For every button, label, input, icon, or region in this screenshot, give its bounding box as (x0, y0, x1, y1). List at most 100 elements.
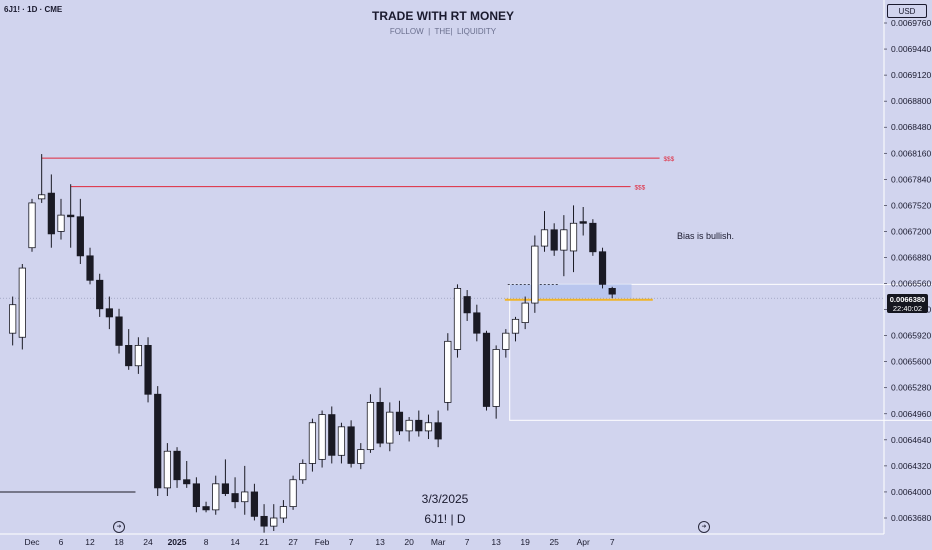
bear-candle (463, 296, 471, 314)
bull-candle (502, 332, 510, 350)
bear-candle (608, 288, 616, 295)
price-tick-label: 0.0066560 (891, 279, 931, 289)
chart-subtitle: FOLLOW | THE| LIQUIDITY (389, 27, 497, 36)
time-tick-label: 7 (610, 537, 615, 547)
bear-candle (96, 279, 104, 310)
bear-candle (202, 506, 210, 511)
bear-candle (434, 422, 442, 440)
price-tick-label: 0.0064960 (891, 409, 931, 419)
scroll-to-date-button-left[interactable]: ➜ (113, 521, 125, 533)
bear-candle (76, 216, 84, 257)
time-tick-label: 13 (375, 537, 385, 547)
time-tick-label: 8 (204, 537, 209, 547)
current-price-tag: 0.0066380 22:40:02 (887, 294, 928, 313)
price-tick-label: 0.0065280 (891, 383, 931, 393)
time-tick-label: 12 (85, 537, 95, 547)
time-tick-label: 13 (491, 537, 501, 547)
bear-candle (105, 308, 113, 318)
price-tick-label: 0.0065920 (891, 331, 931, 341)
bull-candle (540, 229, 549, 247)
price-tick-label: 0.0067840 (891, 174, 931, 184)
bull-candle (318, 414, 326, 460)
bear-candle (473, 312, 481, 334)
price-tick-label: 0.0068160 (891, 148, 931, 158)
bull-candle (241, 491, 249, 503)
bull-candle (28, 202, 36, 249)
bias-annotation: Bias is bullish. (677, 231, 735, 241)
bull-candle (531, 245, 539, 304)
bear-candle (328, 414, 336, 456)
bull-candle (424, 422, 433, 432)
time-tick-label: Dec (24, 537, 40, 547)
time-tick-label: 7 (465, 537, 470, 547)
bear-candle (415, 419, 423, 432)
bear-candle (395, 411, 404, 432)
watermark-date: 3/3/2025 (421, 492, 469, 506)
bull-candle (511, 318, 520, 334)
price-tick-label: 0.0063680 (891, 513, 931, 523)
time-tick-label: 24 (143, 537, 153, 547)
liquidity-label-2: $$$ (634, 185, 645, 192)
bear-candle (144, 345, 152, 395)
bull-candle (308, 422, 317, 464)
bull-candle (453, 288, 462, 350)
price-tick-label: 0.0068480 (891, 122, 931, 132)
price-tick-label: 0.0065600 (891, 357, 931, 367)
bull-candle (337, 426, 346, 456)
scroll-to-date-button-right[interactable]: ➜ (698, 521, 710, 533)
price-tick-label: 0.0068800 (891, 96, 931, 106)
bull-candle (366, 401, 375, 451)
bear-candle (173, 450, 181, 481)
arrow-right-icon: ➜ (701, 523, 707, 530)
bear-candle (47, 192, 55, 235)
bull-candle (560, 229, 568, 251)
currency-button[interactable]: USD (887, 4, 927, 18)
symbol-label: 6J1! · 1D · CME (4, 5, 63, 14)
bull-candle (405, 419, 413, 432)
bull-candle (492, 349, 500, 407)
time-tick-label: 20 (404, 537, 414, 547)
price-tick-label: 0.0069760 (891, 18, 931, 28)
bull-candle (289, 479, 297, 508)
price-tick-label: 0.0064320 (891, 461, 931, 471)
bear-candle (550, 229, 558, 251)
price-tick-label: 0.0066880 (891, 252, 931, 262)
bull-candle (357, 449, 365, 464)
bull-candle (163, 450, 171, 489)
time-tick-label: Apr (577, 537, 590, 547)
bear-candle (115, 316, 123, 346)
bull-candle (299, 463, 307, 481)
current-price-value: 0.0066380 (889, 295, 926, 304)
bear-candle (86, 255, 94, 281)
time-tick-label: 27 (288, 537, 298, 547)
bear-candle (482, 332, 491, 407)
bear-candle (589, 222, 597, 253)
bull-candle (18, 267, 26, 338)
bear-candle (376, 401, 384, 444)
bear-candle (250, 491, 259, 517)
price-tick-label: 0.0067200 (891, 226, 931, 236)
time-tick-label: 14 (230, 537, 240, 547)
bear-candle (192, 483, 200, 508)
bear-candle (231, 493, 239, 503)
price-tick-label: 0.0069440 (891, 44, 931, 54)
bear-candle (154, 393, 162, 489)
price-tick-label: 0.0067520 (891, 200, 931, 210)
price-tick-label: 0.0069120 (891, 70, 931, 80)
bear-candle (221, 483, 229, 494)
time-tick-label: 6 (59, 537, 64, 547)
bull-candle (9, 304, 17, 334)
time-tick-label: Feb (315, 537, 330, 547)
bear-candle (598, 251, 607, 285)
price-tick-label: 0.0064640 (891, 435, 931, 445)
time-tick-label: 19 (520, 537, 530, 547)
bull-candle (444, 340, 452, 403)
liquidity-label-1: $$$ (663, 156, 674, 163)
chart-title: TRADE WITH RT MONEY (372, 9, 514, 23)
time-tick-label: 18 (114, 537, 124, 547)
bull-candle (212, 483, 220, 511)
liquidity-box (509, 283, 932, 421)
bear-candle (125, 345, 133, 367)
